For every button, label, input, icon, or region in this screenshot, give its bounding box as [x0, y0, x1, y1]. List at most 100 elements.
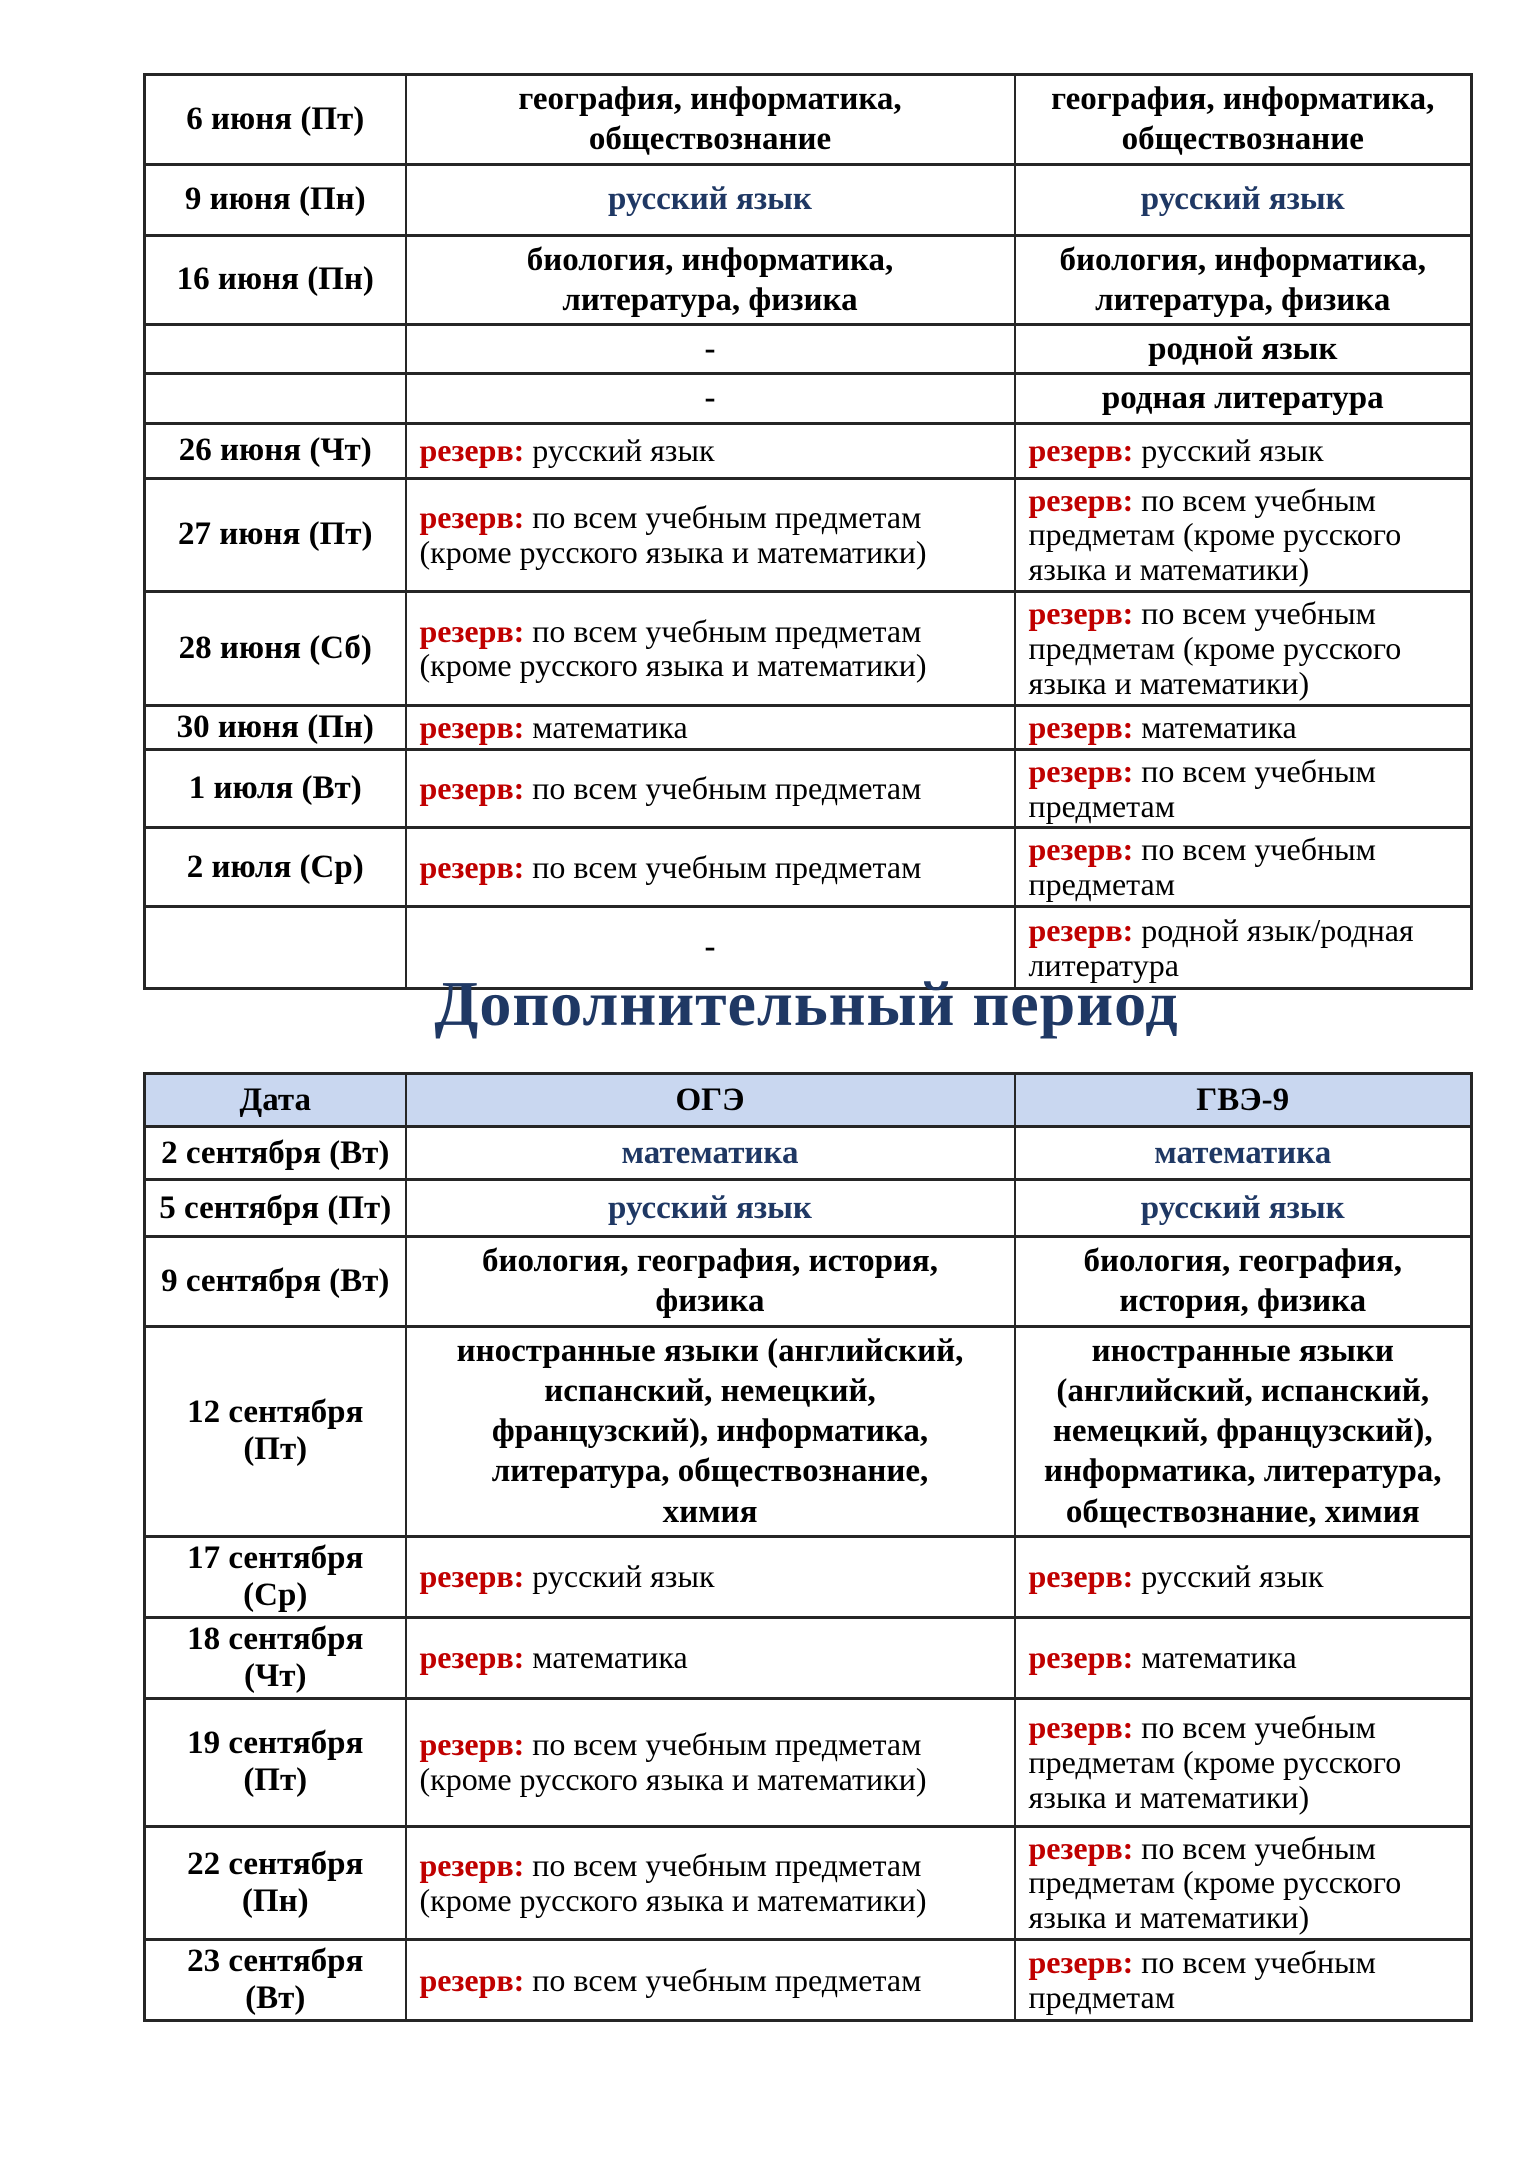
- cell-text: биология, информатика, литература, физик…: [526, 241, 894, 318]
- table-row: 6 июня (Пт) география, информатика, общес…: [143, 73, 1473, 166]
- table-row: 26 июня (Чт) резерв: русский язык резерв: …: [143, 421, 1473, 480]
- table-row: 30 июня (Пн) резерв: математика резерв: ма…: [143, 703, 1473, 751]
- oge-cell: иностранные языки (английский, испанский…: [404, 1324, 1016, 1538]
- gve-cell: родная литература: [1013, 372, 1473, 425]
- gve-cell: резерв: математика: [1013, 1615, 1473, 1700]
- date-cell: 2 сентября (Вт): [143, 1125, 407, 1181]
- oge-cell: резерв: математика: [404, 1615, 1016, 1700]
- table-header-row: Дата ОГЭ ГВЭ-9: [143, 1072, 1473, 1128]
- oge-cell: резерв: по всем учебным предметам: [404, 747, 1016, 830]
- reserve-label: резерв:: [1028, 1944, 1134, 1981]
- gve-cell: резерв: родной язык/родная литература: [1013, 905, 1473, 991]
- table-row: 27 июня (Пт) резерв: по всем учебным пред…: [143, 476, 1473, 594]
- cell-text: по всем учебным предметам (кроме русског…: [419, 498, 927, 570]
- table-row: 9 июня (Пн) русский язык русский язык: [143, 162, 1473, 237]
- date-cell: 2 июля (Ср): [143, 826, 407, 909]
- cell-text: -: [704, 379, 716, 416]
- table-row: 18 сентября (Чт) резерв: математика резерв…: [143, 1615, 1473, 1700]
- table-row: - родная литература: [143, 372, 1473, 425]
- date-cell: 26 июня (Чт): [143, 421, 407, 480]
- table-row: 5 сентября (Пт) русский язык русский язык: [143, 1178, 1473, 1238]
- date-cell: [143, 322, 407, 376]
- reserve-label: резерв:: [1028, 432, 1134, 469]
- reserve-label: резерв:: [1028, 1708, 1134, 1745]
- table-row: 28 июня (Сб) резерв: по всем учебным пред…: [143, 590, 1473, 707]
- cell-text: иностранные языки (английский, испанский…: [1043, 1332, 1442, 1530]
- cell-text: по всем учебным предметам (кроме русског…: [419, 612, 927, 684]
- cell-text: иностранные языки (английский, испанский…: [456, 1332, 964, 1530]
- cell-text: по всем учебным предметам: [532, 770, 922, 807]
- reserve-label: резерв:: [1028, 911, 1134, 948]
- cell-text: биология, география, история, физика: [481, 1243, 939, 1320]
- date-cell: 27 июня (Пт): [143, 476, 407, 594]
- gve-cell: биология, география, история, физика: [1013, 1235, 1473, 1328]
- cell-text: родной язык/родная литература: [1028, 911, 1414, 983]
- gve-cell: биология, информатика, литература, физик…: [1013, 233, 1473, 326]
- cell-text: по всем учебным предметам: [532, 1961, 922, 1998]
- cell-text: по всем учебным предметам (кроме русског…: [1028, 595, 1402, 701]
- gve-cell: русский язык: [1013, 1178, 1473, 1238]
- cell-text: математика: [621, 1134, 799, 1171]
- reserve-label: резерв:: [1028, 752, 1134, 789]
- reserve-label: резерв:: [419, 770, 525, 807]
- gve-cell: резерв: по всем учебным предметам (кроме…: [1013, 476, 1473, 594]
- reserve-label: резерв:: [1028, 595, 1134, 632]
- table-row: 17 сентября (Ср) резерв: русский язык резе…: [143, 1534, 1473, 1619]
- additional-period-table: Дата ОГЭ ГВЭ-9 2 сентября (Вт) математика мат…: [143, 1072, 1473, 2023]
- table-row: 22 сентября (Пн) резерв: по всем учебным …: [143, 1824, 1473, 1942]
- reserve-label: резерв:: [419, 1726, 525, 1763]
- date-cell: 5 сентября (Пт): [143, 1178, 407, 1238]
- header-date: Дата: [143, 1072, 407, 1128]
- date-cell: [143, 372, 407, 425]
- gve-cell: родной язык: [1013, 322, 1473, 376]
- header-oge: ОГЭ: [404, 1072, 1016, 1128]
- gve-cell: резерв: по всем учебным предметам: [1013, 826, 1473, 909]
- date-cell: 28 июня (Сб): [143, 590, 407, 707]
- cell-text: по всем учебным предметам (кроме русског…: [1028, 1708, 1402, 1815]
- table-row: 2 сентября (Вт) математика математика: [143, 1125, 1473, 1181]
- oge-cell: резерв: по всем учебным предметам (кроме…: [404, 1696, 1016, 1828]
- reserve-label: резерв:: [1028, 1639, 1134, 1676]
- oge-cell: резерв: по всем учебным предметам (кроме…: [404, 1824, 1016, 1942]
- reserve-label: резерв:: [1028, 1829, 1134, 1866]
- table-row: 9 сентября (Вт) биология, география, исто…: [143, 1235, 1473, 1328]
- reserve-label: резерв:: [419, 1639, 525, 1676]
- gve-cell: математика: [1013, 1125, 1473, 1181]
- date-cell: 17 сентября (Ср): [143, 1534, 407, 1619]
- gve-cell: резерв: по всем учебным предметам: [1013, 1938, 1473, 2023]
- reserve-label: резерв:: [419, 708, 525, 745]
- date-cell: 16 июня (Пн): [143, 233, 407, 326]
- cell-text: математика: [1154, 1134, 1332, 1171]
- cell-text: по всем учебным предметам (кроме русског…: [419, 1726, 927, 1798]
- reserve-label: резерв:: [419, 1847, 525, 1883]
- cell-text: математика: [532, 708, 688, 745]
- oge-cell: русский язык: [404, 1178, 1016, 1238]
- oge-cell: резерв: по всем учебным предметам: [404, 826, 1016, 909]
- oge-cell: география, информатика, обществознание: [404, 73, 1016, 166]
- table-row: - родной язык: [143, 322, 1473, 376]
- cell-text: по всем учебным предметам (кроме русског…: [419, 1847, 927, 1918]
- cell-text: русский язык: [608, 1189, 812, 1226]
- cell-text: биология, география, история, физика: [1083, 1243, 1402, 1320]
- oge-cell: резерв: по всем учебным предметам (кроме…: [404, 476, 1016, 594]
- oge-cell: биология, информатика, литература, физик…: [404, 233, 1016, 326]
- gve-cell: резерв: математика: [1013, 703, 1473, 751]
- gve-cell: география, информатика, обществознание: [1013, 73, 1473, 166]
- oge-cell: резерв: математика: [404, 703, 1016, 751]
- reserve-label: резерв:: [1028, 831, 1134, 868]
- cell-text: математика: [1141, 708, 1297, 745]
- cell-text: -: [704, 929, 716, 966]
- gve-cell: резерв: по всем учебным предметам (кроме…: [1013, 590, 1473, 707]
- cell-text: математика: [532, 1639, 688, 1676]
- cell-text: русский язык: [1141, 432, 1324, 469]
- cell-text: по всем учебным предметам (кроме русског…: [1028, 1829, 1402, 1936]
- gve-cell: резерв: русский язык: [1013, 421, 1473, 480]
- cell-text: родная литература: [1101, 380, 1384, 417]
- date-cell: 30 июня (Пн): [143, 703, 407, 751]
- date-cell: 12 сентября (Пт): [143, 1324, 407, 1538]
- header-gve9: ГВЭ-9: [1013, 1072, 1473, 1128]
- cell-text: география, информатика, обществознание: [1051, 81, 1435, 158]
- table-row: - резерв: родной язык/родная литература: [143, 905, 1473, 991]
- cell-text: русский язык: [532, 432, 715, 469]
- oge-cell: -: [404, 372, 1016, 425]
